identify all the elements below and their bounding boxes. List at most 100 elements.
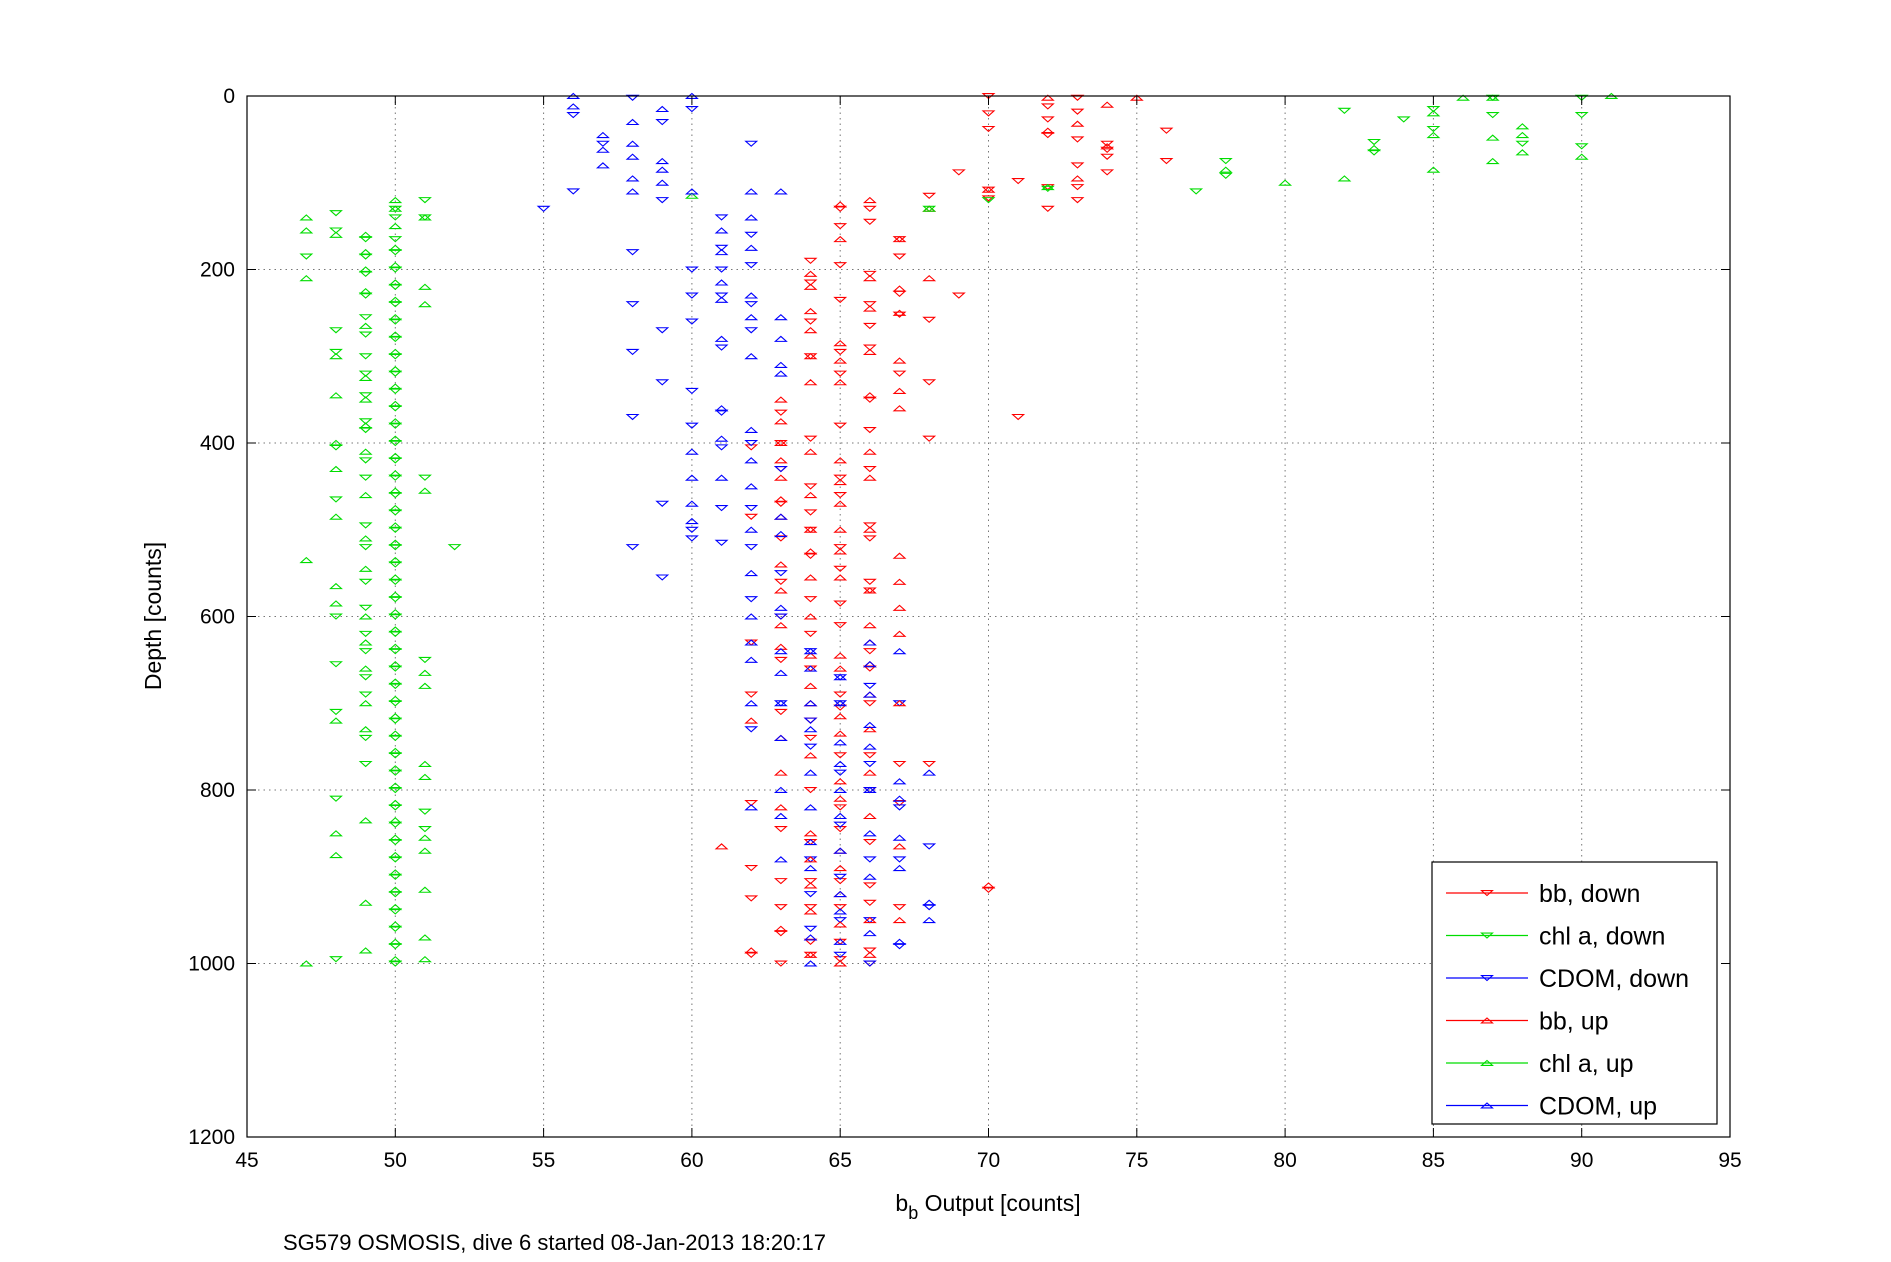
data-point <box>862 448 877 455</box>
data-point <box>684 318 699 325</box>
data-point <box>773 188 788 195</box>
data-point <box>744 895 759 902</box>
data-point <box>803 552 818 559</box>
data-point <box>773 409 788 416</box>
data-point <box>358 314 373 321</box>
data-point <box>388 348 403 355</box>
data-point <box>329 830 343 837</box>
data-point <box>358 665 373 672</box>
data-point <box>388 205 403 212</box>
data-point <box>1515 131 1530 139</box>
data-point <box>773 708 788 716</box>
data-point <box>358 604 373 612</box>
data-point <box>773 656 788 664</box>
data-point <box>773 570 788 577</box>
data-point <box>744 426 759 434</box>
data-point <box>833 700 848 707</box>
data-point <box>803 856 818 863</box>
data-point <box>1396 116 1411 123</box>
data-point <box>625 348 640 356</box>
data-point <box>744 262 759 269</box>
y-tick-label: 800 <box>200 779 235 802</box>
data-point <box>329 717 343 724</box>
data-point <box>892 253 907 260</box>
data-point <box>833 674 848 681</box>
data-point <box>388 660 403 668</box>
data-point <box>358 231 373 238</box>
data-point <box>833 235 848 243</box>
data-point <box>951 169 966 176</box>
data-point <box>1426 166 1441 173</box>
data-point <box>625 544 640 551</box>
data-point <box>892 405 907 412</box>
data-point <box>388 799 403 807</box>
data-point <box>1100 169 1115 176</box>
data-point <box>329 231 343 238</box>
data-point <box>773 604 788 611</box>
data-point <box>922 274 937 282</box>
data-point <box>714 227 729 234</box>
data-point <box>833 921 848 928</box>
data-point <box>329 210 343 217</box>
data-point <box>862 752 877 759</box>
data-point <box>388 643 403 650</box>
data-point <box>388 222 403 230</box>
data-point <box>714 296 729 303</box>
data-point <box>922 904 937 911</box>
data-point <box>684 292 699 299</box>
data-point <box>862 786 877 794</box>
data-point <box>625 188 640 195</box>
data-point <box>803 665 818 672</box>
data-point <box>1218 166 1233 173</box>
data-point <box>418 826 432 833</box>
data-point <box>625 249 640 256</box>
data-point <box>833 847 848 854</box>
data-point <box>744 639 759 646</box>
data-point <box>388 730 403 737</box>
footer-caption: SG579 OSMOSIS, dive 6 started 08-Jan-201… <box>283 1230 826 1255</box>
data-point <box>744 700 759 707</box>
data-point <box>744 596 759 603</box>
data-point <box>803 448 818 455</box>
data-point <box>299 227 314 234</box>
data-point <box>418 656 432 664</box>
data-point <box>892 552 907 559</box>
data-point <box>862 960 877 967</box>
data-point <box>655 379 670 386</box>
data-point <box>744 439 759 447</box>
data-point <box>833 665 848 672</box>
data-point <box>388 921 403 928</box>
data-point <box>388 938 403 945</box>
data-point <box>981 882 996 889</box>
data-point <box>388 266 403 273</box>
data-point <box>388 335 403 343</box>
data-point <box>625 175 640 182</box>
data-point <box>388 782 403 789</box>
data-point <box>744 244 759 251</box>
data-point <box>773 786 788 794</box>
data-point <box>388 834 403 841</box>
data-point <box>744 457 759 464</box>
data-point <box>773 647 788 655</box>
data-point <box>862 830 877 837</box>
data-point <box>862 769 877 776</box>
data-point <box>803 804 818 811</box>
data-point <box>714 214 729 221</box>
data-point <box>329 496 343 503</box>
data-point <box>714 539 729 546</box>
data-point <box>833 201 848 208</box>
data-point <box>358 578 373 586</box>
data-point <box>358 674 373 681</box>
legend-label: CDOM, down <box>1539 965 1689 993</box>
data-point <box>1278 179 1293 186</box>
data-point <box>1100 140 1115 147</box>
data-point <box>684 474 699 481</box>
data-point <box>1040 205 1055 212</box>
legend-marker <box>1480 932 1494 939</box>
data-point <box>1070 162 1085 169</box>
data-point <box>833 262 848 269</box>
data-point <box>1367 144 1382 152</box>
data-point <box>358 392 373 399</box>
data-point <box>1485 94 1500 101</box>
data-point <box>744 691 759 698</box>
